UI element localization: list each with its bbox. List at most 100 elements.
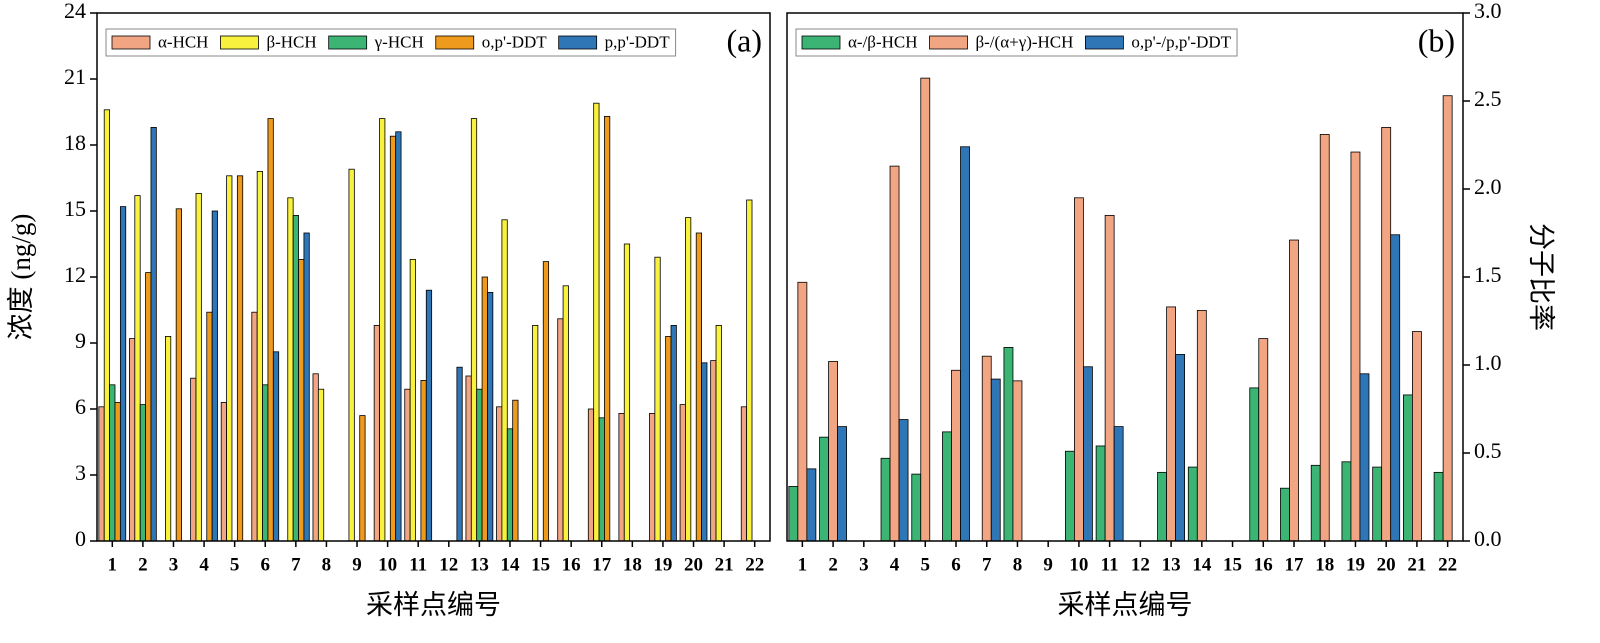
- bar: [287, 197, 294, 542]
- x-tick-label: 14: [1192, 554, 1212, 575]
- legend-swatch: [801, 35, 841, 50]
- x-tick-label: 10: [1069, 554, 1088, 575]
- bar: [317, 388, 325, 542]
- bar: [292, 214, 299, 542]
- bar: [409, 258, 416, 542]
- bar: [251, 311, 258, 542]
- bar: [880, 457, 891, 542]
- bar: [312, 373, 319, 542]
- legend-swatch: [435, 35, 475, 50]
- bar: [1012, 380, 1023, 542]
- x-tick-label: 6: [261, 554, 271, 575]
- bar: [175, 208, 182, 542]
- bar: [990, 378, 1001, 542]
- bar: [746, 199, 753, 542]
- x-tick-label: 9: [1043, 554, 1053, 575]
- bar: [465, 375, 472, 542]
- x-axis-label: 采样点编号: [366, 590, 501, 620]
- x-tick-label: 15: [531, 554, 550, 575]
- y-tick-label: 0.0: [1474, 526, 1502, 551]
- bar: [139, 404, 146, 542]
- bar: [1175, 354, 1186, 542]
- bar: [806, 468, 817, 542]
- bar: [587, 408, 595, 542]
- bar: [797, 281, 808, 542]
- x-tick-label: 16: [1254, 554, 1273, 575]
- bar: [623, 243, 631, 542]
- bar: [1350, 151, 1361, 542]
- bar: [920, 77, 931, 542]
- x-tick-label: 8: [322, 554, 332, 575]
- x-tick-label: 2: [138, 554, 148, 575]
- y-tick-label: 24: [64, 0, 86, 23]
- bar: [898, 419, 909, 542]
- x-tick-label: 9: [352, 554, 362, 575]
- bar: [942, 431, 952, 542]
- bar: [1064, 450, 1075, 542]
- bar: [665, 335, 672, 542]
- bar: [487, 291, 494, 542]
- bar: [788, 486, 799, 542]
- bar: [481, 276, 488, 542]
- bar: [1187, 466, 1198, 542]
- x-tick-label: 19: [1346, 554, 1365, 575]
- bar: [679, 404, 686, 542]
- x-tick-label: 5: [230, 554, 240, 575]
- bar: [1083, 366, 1093, 542]
- bar: [195, 192, 202, 542]
- legend-label: α-/β-HCH: [848, 32, 918, 51]
- y-tick-label: 18: [64, 130, 86, 155]
- bar: [593, 102, 600, 542]
- x-tick-label: 2: [828, 554, 838, 575]
- bar: [598, 417, 605, 542]
- bar: [129, 338, 136, 542]
- bar: [1166, 306, 1176, 542]
- x-tick-label: 11: [1101, 554, 1119, 575]
- x-tick-label: 16: [562, 554, 581, 575]
- bar: [404, 388, 411, 542]
- bar: [542, 261, 550, 542]
- bar: [951, 369, 961, 542]
- x-tick-label: 7: [982, 554, 992, 575]
- y-tick-label: 6: [75, 394, 86, 419]
- bar: [389, 135, 397, 542]
- legend-label: β-HCH: [266, 32, 316, 51]
- bar: [911, 473, 922, 542]
- bar: [476, 388, 483, 542]
- x-tick-label: 1: [798, 554, 808, 575]
- bar: [649, 412, 656, 542]
- bar: [701, 362, 708, 542]
- bar: [618, 412, 625, 542]
- y-tick-label: 12: [64, 262, 86, 287]
- x-tick-label: 4: [199, 554, 209, 575]
- legend-swatch: [929, 35, 968, 50]
- bar: [837, 426, 848, 542]
- bar: [604, 116, 611, 542]
- bar: [379, 118, 386, 542]
- bar: [165, 335, 172, 542]
- x-tick-label: 22: [745, 554, 764, 575]
- bar: [1310, 464, 1321, 542]
- bar: [114, 401, 121, 542]
- legend-label: α-HCH: [158, 32, 208, 51]
- y-tick-label: 9: [75, 328, 86, 353]
- bar: [109, 384, 116, 542]
- bar: [1258, 338, 1269, 542]
- bar: [557, 318, 564, 542]
- plot-frame: [786, 12, 1464, 542]
- x-tick-label: 7: [291, 554, 301, 575]
- y-axis-label: 浓度 (ng/g): [6, 214, 36, 341]
- x-tick-label: 1: [108, 554, 118, 575]
- y-tick-label: 21: [64, 64, 86, 89]
- bar: [981, 355, 992, 542]
- bar: [134, 195, 141, 542]
- x-tick-label: 6: [951, 554, 961, 575]
- bar: [267, 118, 274, 542]
- x-tick-label: 3: [859, 554, 869, 575]
- bar: [456, 366, 463, 542]
- x-tick-label: 12: [439, 554, 458, 575]
- x-tick-label: 22: [1438, 554, 1457, 575]
- bar: [348, 168, 355, 542]
- bar: [206, 311, 213, 542]
